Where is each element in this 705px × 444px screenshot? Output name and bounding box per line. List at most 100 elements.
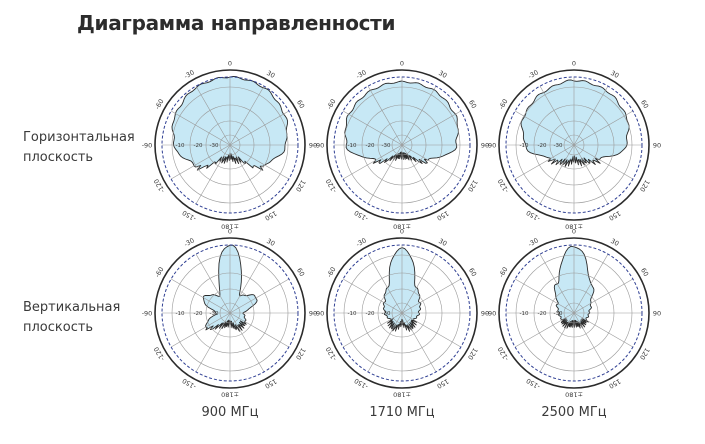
grid-spoke [573, 312, 609, 373]
grid-spoke [342, 110, 403, 146]
ring-label: -30 [210, 143, 219, 149]
grid-spoke [170, 144, 231, 180]
ring-label: -10 [348, 143, 357, 149]
grid-spoke [401, 253, 437, 314]
outer-ring [498, 237, 650, 389]
grid-spoke [401, 144, 437, 205]
angle-label: 30 [609, 237, 620, 248]
grid-spoke [229, 110, 290, 146]
grid-spoke [539, 312, 575, 373]
grid-spoke [573, 312, 634, 348]
outer-ring [154, 237, 306, 389]
angle-label: 60 [295, 267, 306, 278]
grid-spoke [401, 312, 437, 373]
grid-spoke [539, 144, 575, 205]
grid-spoke [170, 312, 231, 348]
angle-label: -90 [314, 142, 325, 150]
grid-spoke [367, 253, 403, 314]
ring-label: -30 [210, 311, 219, 317]
grid-spoke [573, 253, 609, 314]
grid-spoke [573, 278, 634, 314]
outer-ring [154, 69, 306, 221]
ring-label: -10 [520, 311, 529, 317]
angle-label: 90 [309, 142, 317, 150]
angle-label: 60 [467, 99, 478, 110]
grid-spoke [514, 110, 575, 146]
grid-spoke [229, 144, 290, 180]
col-label-2500: 2500 МГц [541, 405, 607, 420]
angle-label: 0 [400, 60, 404, 68]
reference-ring [333, 76, 471, 214]
grid-spoke [170, 110, 231, 146]
ring-label: -10 [348, 311, 357, 317]
reference-ring [161, 244, 299, 382]
ring-label: -20 [194, 143, 203, 149]
grid-spoke [342, 144, 403, 180]
angle-label: 90 [653, 142, 661, 150]
angle-label: ±180 [565, 223, 583, 231]
grid-spoke [229, 253, 265, 314]
grid-spoke [514, 312, 575, 348]
grid-spoke [573, 110, 634, 146]
ring-label: -10 [176, 143, 185, 149]
row-label-vertical-line2: плоскость [23, 320, 94, 335]
ring-label: -10 [520, 143, 529, 149]
ring-label: -30 [382, 311, 391, 317]
grid-spoke [229, 144, 265, 205]
grid-spoke [573, 85, 609, 146]
grid-spoke [229, 85, 265, 146]
row-label-vertical: Вертикальная плоскость [23, 298, 120, 338]
grid-spoke [401, 144, 462, 180]
grid-spoke [539, 85, 575, 146]
grid-spoke [401, 278, 462, 314]
reference-ring [333, 244, 471, 382]
page-title: Диаграмма направленности [77, 11, 396, 35]
angle-label: 0 [572, 228, 576, 236]
grid-spoke [539, 253, 575, 314]
grid-spoke [514, 278, 575, 314]
row-label-horizontal: Горизонтальная плоскость [23, 128, 135, 168]
grid-spoke [229, 312, 265, 373]
ring-label: -20 [538, 143, 547, 149]
angle-label: 90 [653, 310, 661, 318]
ring-label: -20 [366, 143, 375, 149]
grid-spoke [514, 144, 575, 180]
ring-label: -30 [554, 311, 563, 317]
angle-label: ±180 [565, 391, 583, 399]
ring-label: -20 [366, 311, 375, 317]
grid-spoke [573, 144, 634, 180]
ring-label: -30 [382, 143, 391, 149]
grid-spoke [170, 278, 231, 314]
angle-label: 60 [639, 267, 650, 278]
angle-label: 30 [265, 237, 276, 248]
angle-label: 30 [437, 237, 448, 248]
angle-label: -90 [142, 142, 153, 150]
angle-label: ±180 [393, 223, 411, 231]
reference-ring [505, 244, 643, 382]
ring-label: -20 [538, 311, 547, 317]
ring-label: -10 [176, 311, 185, 317]
grid-spoke [195, 144, 231, 205]
angle-label: ±180 [393, 391, 411, 399]
row-label-horizontal-line1: Горизонтальная [23, 130, 135, 145]
angle-label: 0 [228, 228, 232, 236]
outer-ring [498, 69, 650, 221]
reference-ring [505, 76, 643, 214]
col-label-900: 900 МГц [201, 405, 259, 420]
grid-spoke [401, 110, 462, 146]
grid-spoke [195, 253, 231, 314]
angle-label: -90 [486, 310, 497, 318]
angle-label: ±180 [221, 223, 239, 231]
angle-label: -90 [314, 310, 325, 318]
angle-label: 90 [309, 310, 317, 318]
angle-label: 90 [481, 142, 489, 150]
row-label-horizontal-line2: плоскость [23, 150, 94, 165]
angle-label: 0 [228, 60, 232, 68]
grid-spoke [229, 312, 290, 348]
grid-spoke [195, 312, 231, 373]
angle-label: -90 [486, 142, 497, 150]
grid-spoke [573, 144, 609, 205]
